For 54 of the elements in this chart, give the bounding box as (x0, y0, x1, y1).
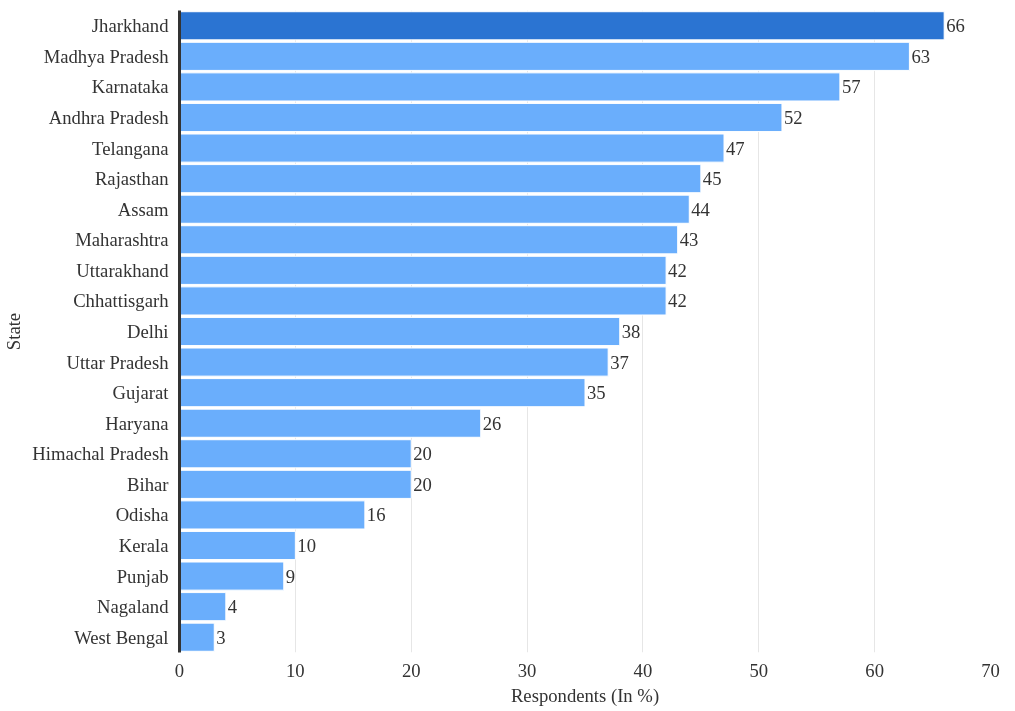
bar (179, 11, 945, 41)
x-tick-label: 50 (749, 659, 769, 681)
data-label: 37 (610, 351, 629, 373)
x-tick-label: 30 (517, 659, 537, 681)
data-label: 9 (285, 565, 296, 587)
y-tick-label: Chhattisgarh (73, 290, 170, 312)
y-tick-label: Madhya Pradesh (43, 45, 170, 67)
y-tick-label: Andhra Pradesh (48, 107, 170, 128)
y-tick-label: Kerala (118, 535, 170, 556)
data-label: 4 (227, 596, 238, 618)
y-tick-label: Uttarakhand (76, 259, 170, 281)
data-label: 45 (702, 168, 722, 190)
data-label: 35 (587, 382, 606, 404)
y-tick-label: Gujarat (112, 382, 170, 404)
y-tick-label: Punjab (116, 565, 169, 587)
y-tick-label: Nagaland (97, 596, 170, 618)
x-tick-label: 10 (286, 659, 305, 681)
y-tick-label: Karnataka (91, 76, 170, 98)
data-label: 20 (413, 443, 432, 465)
y-tick-label: Bihar (127, 473, 170, 495)
data-label: 52 (783, 107, 803, 128)
data-label: 16 (366, 504, 386, 526)
y-tick-label: West Bengal (74, 626, 169, 648)
y-tick-label: Delhi (127, 321, 169, 342)
data-label: 38 (621, 321, 641, 342)
x-tick-label: 40 (633, 659, 653, 681)
data-label: 26 (482, 412, 502, 434)
data-label: 42 (668, 290, 687, 312)
data-label: 43 (679, 229, 699, 251)
data-label: 57 (841, 76, 861, 98)
y-tick-label: Rajasthan (94, 168, 170, 190)
y-tick-label: Himachal Pradesh (32, 443, 170, 465)
y-tick-label: Jharkhand (91, 15, 170, 37)
x-tick-label: 70 (981, 659, 1000, 681)
data-label: 10 (297, 535, 317, 556)
y-tick-label: Odisha (115, 504, 170, 526)
data-label: 66 (946, 15, 965, 37)
bar (179, 622, 215, 652)
y-tick-label: Assam (117, 198, 169, 220)
y-tick-label: Haryana (105, 412, 170, 434)
data-label: 3 (216, 626, 226, 648)
data-label: 63 (911, 45, 931, 67)
y-axis-title: State (3, 312, 25, 351)
x-tick-label: 0 (174, 659, 185, 681)
y-tick-label: Telangana (92, 137, 170, 159)
data-label: 47 (726, 137, 745, 159)
data-label: 20 (413, 473, 432, 495)
data-label: 42 (668, 259, 687, 281)
x-axis-title: Respondents (In %) (510, 684, 660, 707)
data-label: 44 (691, 198, 711, 220)
y-tick-label: Maharashtra (75, 229, 170, 251)
x-tick-label: 20 (401, 659, 421, 681)
x-tick-label: 60 (865, 659, 884, 681)
y-tick-label: Uttar Pradesh (66, 351, 170, 373)
